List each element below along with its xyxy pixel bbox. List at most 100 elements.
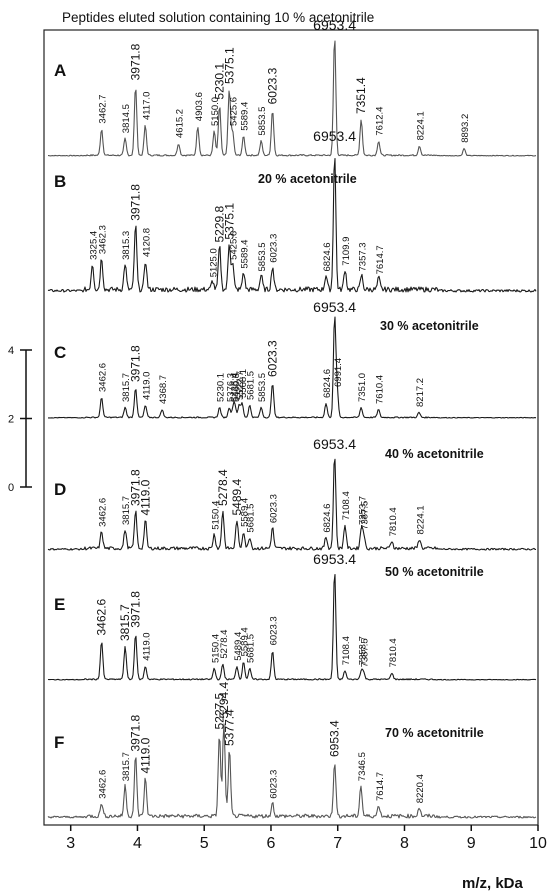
peak-label: 5489.4 — [230, 478, 244, 515]
peak-label: 5460.8 — [231, 373, 242, 402]
panel-a: 3462.7 3814.5 3971.8 4117.0 4615.2 4903.6 5150… — [48, 17, 537, 157]
peak-label: 8224.1 — [415, 111, 426, 140]
peak-label: 5681.5 — [246, 371, 257, 400]
peak-label: 4119.0 — [141, 372, 152, 400]
scale-bar-tick-label: 2 — [8, 414, 14, 426]
peak-label: 3971.8 — [129, 345, 143, 382]
peak-label: 5489.4 — [233, 632, 244, 661]
peak-label: 3971.8 — [129, 43, 143, 80]
spectrum-trace — [48, 316, 537, 419]
peak-label: 5853.5 — [257, 242, 268, 271]
peak-label: 3815.7 — [121, 496, 132, 525]
peak-label: 5377.4 — [222, 709, 236, 746]
peak-label: 5436.4 — [229, 373, 240, 402]
peak-label: 6824.6 — [322, 504, 333, 533]
peak-label: 3462.6 — [95, 598, 109, 635]
condition-label: 30 % acetonitrile — [380, 319, 479, 333]
panel-letter: D — [54, 480, 66, 499]
peak-label: 7351.0 — [357, 373, 368, 402]
peak-label: 6953.4 — [313, 551, 356, 567]
peak-label: 7351.4 — [354, 77, 368, 114]
x-tick-label: 8 — [400, 835, 409, 852]
peak-label: 5230.1 — [213, 63, 227, 100]
peak-label: 7353.7 — [357, 636, 368, 665]
peak-label: 4119.0 — [141, 632, 152, 660]
peak-label: 5278.4 — [216, 469, 230, 506]
peak-label: 3462.6 — [98, 770, 109, 799]
spectra-panels: 3462.7 3814.5 3971.8 4117.0 4615.2 4903.6 5150… — [47, 17, 537, 819]
peak-label: 6953.4 — [313, 17, 356, 33]
peak-label: 5294.4 — [217, 681, 231, 718]
spectrum-trace — [47, 723, 537, 819]
panel-letter: F — [54, 733, 64, 752]
peak-label: 4903.6 — [194, 92, 205, 121]
peak-label: 5375.1 — [222, 203, 236, 240]
peak-label: 5589.4 — [240, 627, 251, 656]
peak-label: 3462.3 — [98, 225, 109, 254]
peak-label: 4117.0 — [141, 92, 152, 120]
peak-label: 5278.4 — [219, 630, 230, 659]
peak-label: 6953.4 — [313, 436, 356, 452]
peak-label: 3815.7 — [121, 752, 132, 781]
peak-label: 6953.4 — [313, 128, 356, 144]
peak-label: 5681.5 — [246, 634, 257, 663]
peak-label: 4119.0 — [138, 737, 152, 773]
peak-label: 4368.7 — [158, 375, 169, 404]
peak-label: 5376.3 — [225, 373, 236, 402]
peak-label: 7387.5 — [360, 501, 371, 530]
peak-label: 7810.4 — [388, 638, 399, 667]
x-axis: 3 4 5 6 7 8 9 10 — [66, 825, 547, 852]
peak-label: 7109.9 — [341, 237, 352, 266]
peak-label: 6023.3 — [269, 770, 280, 799]
peak-label: 8217.2 — [415, 378, 426, 407]
x-tick-label: 5 — [200, 835, 209, 852]
panel-letter: B — [54, 172, 66, 191]
peak-label: 7810.4 — [388, 507, 399, 536]
peak-label: 7614.7 — [375, 772, 386, 801]
peak-label: 5589.4 — [240, 498, 251, 527]
peak-label: 5125.0 — [209, 248, 220, 277]
peak-label: 7353.7 — [357, 496, 368, 525]
scale-bar-tick-label: 4 — [8, 345, 14, 357]
spectrum-trace — [47, 458, 536, 551]
peak-label: 5425.6 — [229, 97, 240, 126]
peak-label: 5589.4 — [240, 240, 251, 269]
peak-label: 5375.1 — [222, 47, 236, 84]
peak-label: 6023.3 — [266, 67, 280, 104]
peak-label: 3325.4 — [88, 231, 99, 260]
spectrum-trace — [47, 573, 537, 681]
peak-label: 3462.7 — [98, 95, 109, 124]
peak-label: 6953.4 — [313, 299, 356, 315]
peak-label: 3971.8 — [129, 591, 143, 628]
peak-label: 5589.4 — [240, 102, 251, 131]
peak-label: 7357.3 — [358, 242, 369, 271]
x-tick-label: 9 — [467, 835, 476, 852]
chart-title: Peptides eluted solution containing 10 %… — [62, 10, 374, 25]
peak-label: 3971.8 — [129, 714, 143, 751]
peak-label: 6023.3 — [266, 340, 280, 377]
peak-label: 3815.7 — [121, 373, 132, 402]
panel-letter: E — [54, 595, 65, 614]
peak-label: 5425.6 — [229, 231, 240, 260]
peak-label: 7108.4 — [341, 491, 352, 520]
peak-label: 4120.8 — [142, 228, 153, 257]
peak-label: 7108.4 — [341, 636, 352, 665]
peak-label: 8220.4 — [415, 774, 426, 803]
intensity-scale-bar: 4 2 0 — [8, 345, 32, 494]
peak-label: 8893.2 — [460, 114, 471, 143]
peak-label: 3815.7 — [118, 604, 132, 641]
peak-label: 3815.3 — [121, 231, 132, 260]
peak-label: 7387.5 — [360, 638, 371, 667]
peak-label: 5150.4 — [210, 501, 221, 530]
peak-label: 5150.4 — [210, 634, 221, 663]
peak-label: 8224.1 — [415, 505, 426, 534]
peak-label: 3462.6 — [98, 363, 109, 392]
condition-label: 50 % acetonitrile — [385, 565, 484, 579]
peak-label: 4615.2 — [175, 109, 186, 138]
plot-frame — [43, 29, 539, 826]
